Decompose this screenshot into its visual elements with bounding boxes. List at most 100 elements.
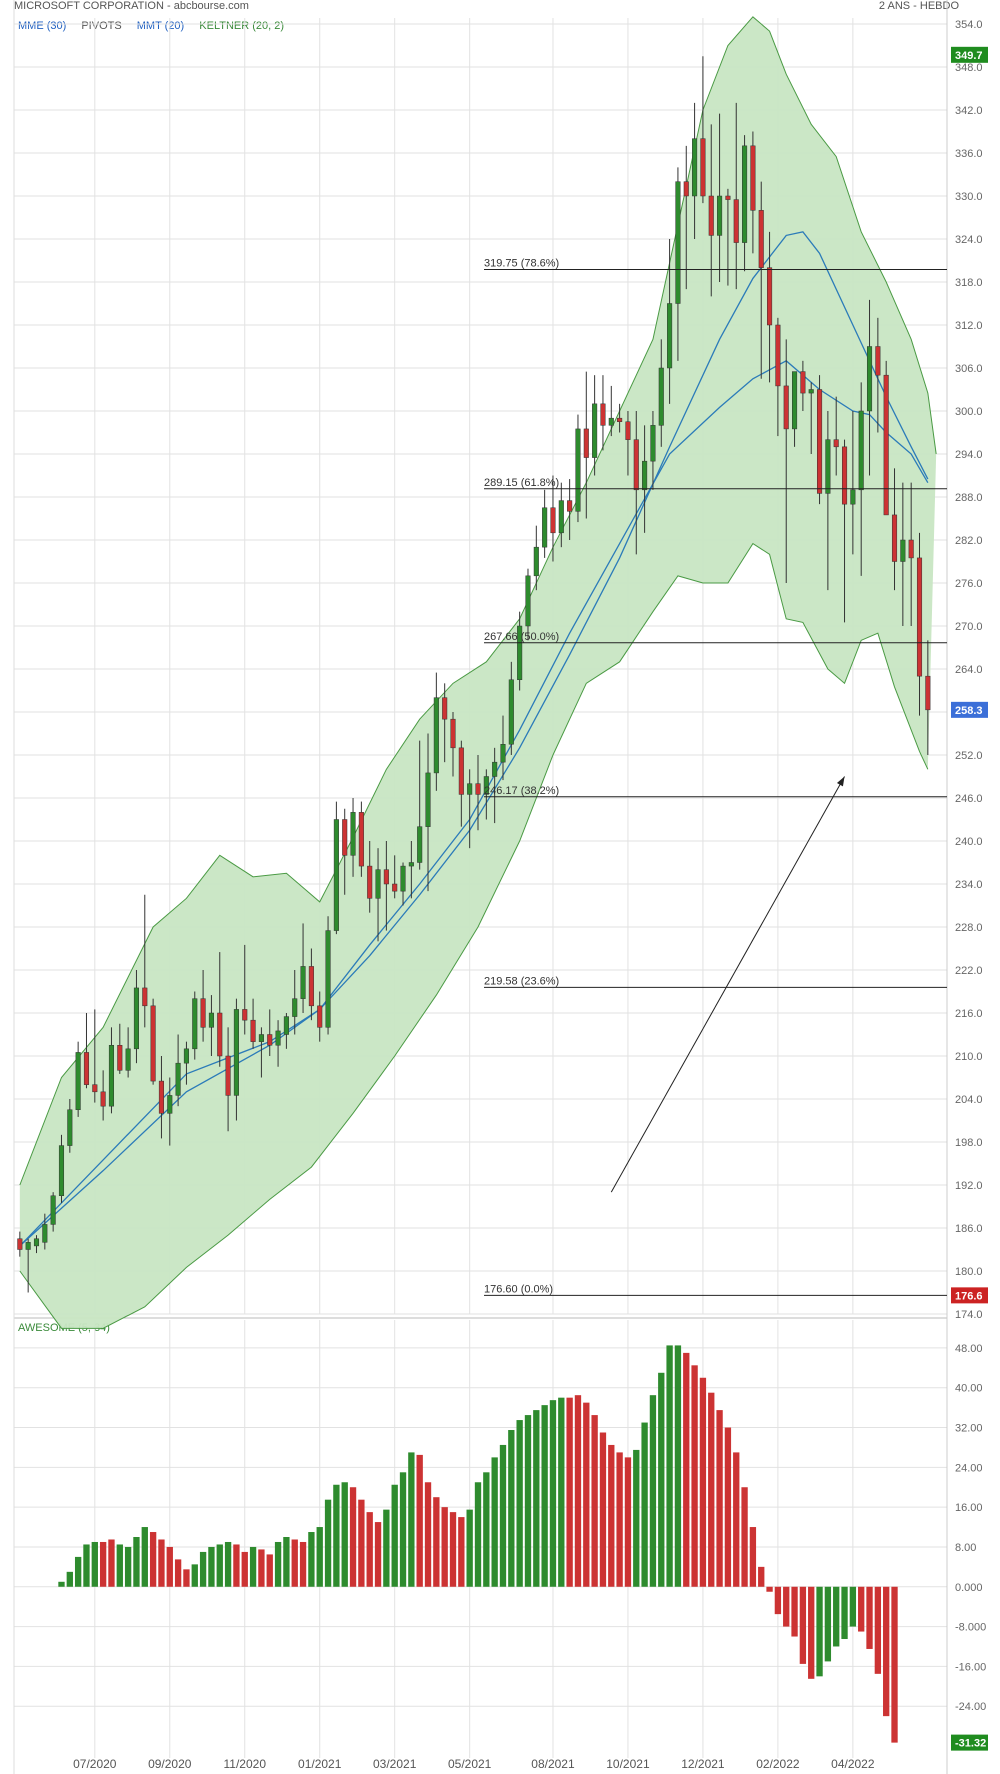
price-tick-label: 318.0: [955, 277, 983, 289]
candle-body: [183, 1048, 189, 1064]
ao-bar: [824, 1586, 832, 1662]
candle-body: [50, 1195, 56, 1225]
candle-body: [625, 421, 631, 440]
candle-body: [308, 966, 314, 1007]
ao-bar: [608, 1444, 615, 1587]
ao-bar: [183, 1569, 190, 1587]
ao-bar: [149, 1532, 157, 1587]
x-tick-label: 05/2021: [448, 1757, 492, 1771]
price-tick-label: 240.0: [955, 836, 983, 848]
price-tick-label: 348.0: [955, 62, 983, 74]
candle-body: [775, 324, 781, 387]
ao-bar: [299, 1541, 307, 1587]
legend-keltner[interactable]: KELTNER (20, 2): [199, 20, 285, 32]
ao-bar: [408, 1452, 415, 1587]
ao-bar: [166, 1546, 173, 1587]
ao-bar: [541, 1405, 548, 1587]
candle-body: [267, 1034, 273, 1046]
price-legend: MME (30) PIVOTS MMT (20) KELTNER (20, 2): [18, 20, 296, 32]
ao-bar: [316, 1527, 323, 1587]
candle-body: [866, 346, 873, 412]
ao-bar: [333, 1484, 340, 1587]
chart-title: MICROSOFT CORPORATION - abcbourse.com: [14, 0, 249, 12]
ao-bar: [283, 1537, 290, 1587]
candle-body: [383, 869, 389, 885]
legend-mme[interactable]: MME (30): [18, 20, 67, 32]
candle-body: [133, 987, 139, 1050]
candle-body: [108, 1045, 115, 1107]
candle-body: [692, 138, 698, 197]
price-tick-label: 198.0: [955, 1137, 983, 1149]
candle-body: [200, 998, 206, 1028]
ao-bar: [241, 1551, 248, 1587]
candle-body: [592, 403, 598, 458]
candle-body: [608, 417, 614, 426]
candle-body: [733, 199, 739, 243]
ao-tick-label: 48.00: [955, 1343, 983, 1355]
candle-body: [916, 557, 923, 677]
price-tick-label: 252.0: [955, 750, 983, 762]
ao-bar: [583, 1402, 590, 1587]
ao-tick-label: 40.00: [955, 1383, 983, 1395]
ao-bar: [124, 1546, 132, 1587]
candle-body: [550, 507, 556, 534]
candle-body: [492, 761, 498, 777]
candle-body: [533, 546, 539, 577]
ao-bar: [208, 1546, 215, 1587]
ao-bar: [199, 1551, 207, 1587]
fib-label: 267.66 (50.0%): [484, 631, 559, 643]
candle-body: [700, 138, 706, 197]
price-tick-label: 174.0: [955, 1309, 983, 1321]
price-tick-label: 216.0: [955, 1008, 983, 1020]
candle-body: [650, 425, 656, 462]
ao-bar: [624, 1457, 632, 1587]
ao-bar: [258, 1549, 265, 1587]
price-tick-label: 354.0: [955, 19, 983, 31]
ao-bar: [458, 1517, 465, 1587]
ao-bar: [466, 1509, 473, 1587]
candle-body: [841, 446, 848, 505]
fib-label: 246.17 (38.2%): [484, 785, 559, 797]
candle-body: [683, 181, 689, 197]
candle-body: [891, 514, 898, 562]
ao-last-badge: -31.32: [955, 1738, 986, 1750]
ao-bar: [858, 1586, 865, 1632]
candle-body: [767, 267, 773, 326]
ao-bar: [741, 1487, 748, 1587]
candle-body: [808, 389, 814, 394]
price-tick-label: 300.0: [955, 406, 983, 418]
ao-bar: [666, 1345, 673, 1587]
price-tick-label: 294.0: [955, 449, 983, 461]
legend-pivots[interactable]: PIVOTS: [81, 20, 122, 32]
candle-body: [433, 697, 439, 774]
ao-bar: [549, 1400, 557, 1587]
price-tick-label: 246.0: [955, 793, 983, 805]
ao-bar: [658, 1372, 665, 1587]
fib-low-badge-bg: [951, 1287, 988, 1304]
candle-body: [883, 374, 889, 516]
candle-body: [792, 371, 798, 430]
candle-body: [542, 507, 548, 548]
ao-bar: [849, 1586, 857, 1627]
ao-bar: [141, 1527, 148, 1587]
x-tick-label: 10/2021: [606, 1757, 650, 1771]
ao-bar: [249, 1546, 257, 1587]
x-tick-label: 11/2020: [224, 1757, 267, 1771]
legend-mmt[interactable]: MMT (20): [136, 20, 185, 32]
candle-body: [392, 883, 398, 892]
fib-high-badge: 349.7: [955, 50, 983, 62]
ao-bar: [716, 1410, 723, 1587]
candle-body: [908, 539, 914, 559]
ao-bar: [308, 1532, 315, 1587]
ao-bar: [766, 1586, 773, 1592]
candle-body: [758, 210, 764, 268]
candle-body: [75, 1052, 81, 1110]
ao-bar: [616, 1452, 623, 1587]
ao-bar: [783, 1586, 790, 1627]
price-tick-label: 306.0: [955, 363, 983, 375]
candle-body: [92, 1084, 98, 1093]
candle-body: [242, 1009, 248, 1021]
price-tick-label: 192.0: [955, 1180, 983, 1192]
candle-body: [225, 1055, 231, 1096]
ao-bar: [891, 1586, 898, 1743]
